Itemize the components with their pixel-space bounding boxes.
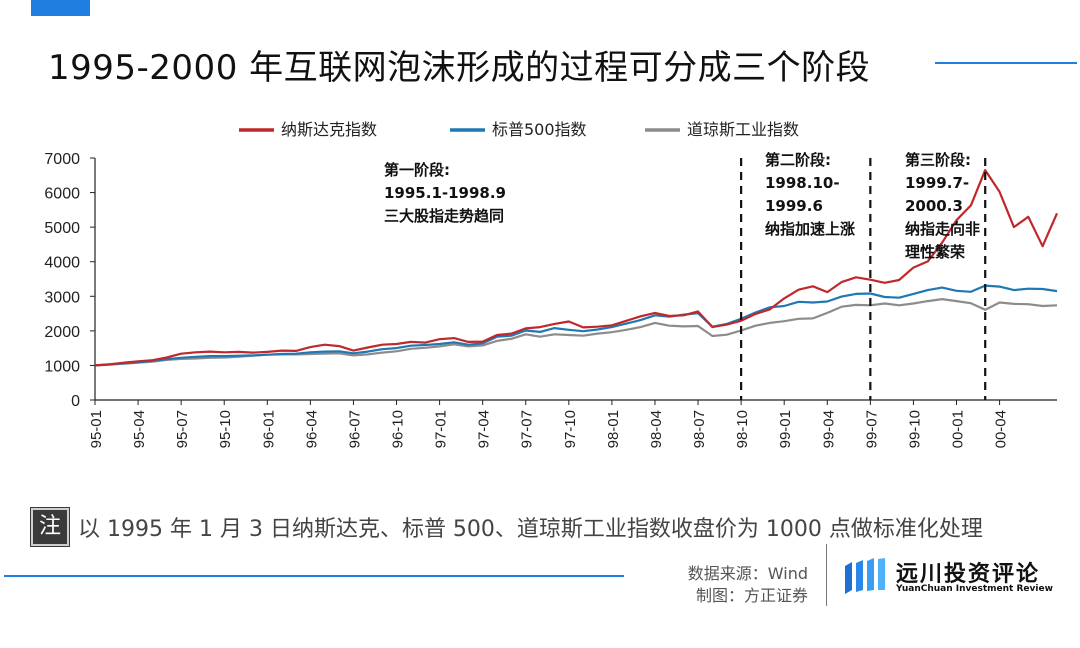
x-tick-label: 00-01: [949, 410, 966, 448]
x-tick-label: 95-07: [174, 410, 191, 448]
phase-annotation: 第一阶段: 1995.1-1998.9 三大股指走势趋同: [384, 161, 506, 225]
x-tick-label: 99-07: [863, 410, 880, 448]
y-tick-label: 7000: [44, 151, 80, 168]
vertical-divider: [826, 544, 827, 606]
x-tick-label: 00-04: [993, 410, 1010, 448]
x-tick-label: 97-04: [476, 410, 493, 448]
y-tick-label: 3000: [44, 289, 80, 306]
x-tick-label: 97-10: [562, 410, 579, 448]
annotation-line: 第一阶段:: [384, 161, 450, 179]
x-tick-label: 99-10: [906, 410, 923, 448]
phase-annotation: 第二阶段: 1998.10- 1999.6 纳指加速上涨: [765, 151, 855, 238]
x-tick-label: 97-07: [519, 410, 536, 448]
y-tick-label: 4000: [44, 255, 80, 272]
annotation-line: 第三阶段:: [905, 151, 971, 169]
x-tick-label: 96-01: [260, 410, 277, 448]
annotation-line: 1999.6: [765, 197, 823, 215]
line-chart: 0 1000 2000 3000 4000 5000 6000 7000 95-01 95-04 9…: [44, 120, 1059, 448]
y-tick-label: 5000: [44, 220, 80, 237]
annotation-line: 纳指走向非: [905, 220, 980, 238]
legend-label: 纳斯达克指数: [281, 120, 377, 139]
y-tick-label: 0: [71, 393, 80, 410]
annotation-line: 1998.10-: [765, 174, 840, 192]
x-tick-label: 96-07: [346, 410, 363, 448]
y-tick-label: 2000: [44, 324, 80, 341]
page-title: 1995-2000 年互联网泡沫形成的过程可分成三个阶段: [48, 48, 871, 88]
annotation-line: 1999.7-: [905, 174, 969, 192]
series-line-0: [94, 168, 1059, 367]
x-tick-label: 95-04: [131, 410, 148, 448]
annotation-line: 纳指加速上涨: [765, 220, 855, 238]
x-tick-label: 99-04: [820, 410, 837, 448]
series-line-1: [94, 284, 1058, 367]
legend-label: 标普500指数: [492, 120, 587, 139]
x-tick-label: 98-01: [605, 410, 622, 448]
legend-label: 道琼斯工业指数: [687, 120, 799, 139]
title-rule: [935, 62, 1077, 64]
y-tick-label: 1000: [44, 358, 80, 375]
x-tick-label: 97-01: [433, 410, 450, 448]
data-source: 数据来源：Wind: [687, 564, 808, 583]
annotation-line: 1995.1-1998.9: [384, 184, 506, 202]
x-tick-label: 95-10: [217, 410, 234, 448]
x-tick-label: 98-04: [648, 410, 665, 448]
annotation-line: 理性繁荣: [905, 243, 966, 261]
annotation-line: 三大股指走势趋同: [384, 207, 504, 225]
note-icon: 注: [31, 508, 69, 546]
x-tick-label: 98-10: [734, 410, 751, 448]
note-text: 以 1995 年 1 月 3 日纳斯达克、标普 500、道琼斯工业指数收盘价为 …: [78, 517, 983, 542]
x-tick-label: 96-04: [303, 410, 320, 448]
x-tick-label: 98-07: [691, 410, 708, 448]
logo-english-name: YuanChuan Investment Review: [896, 584, 1053, 594]
x-tick-label: 95-01: [88, 410, 105, 448]
source-block: 数据来源：Wind 制图：方正证券: [688, 563, 808, 607]
chart-credit: 制图：方正证券: [695, 586, 808, 605]
annotation-line: 第二阶段:: [765, 151, 831, 169]
x-tick-label: 96-10: [390, 410, 407, 448]
bottom-rule: [4, 575, 624, 577]
top-accent-bar: [31, 0, 90, 16]
x-tick-label: 99-01: [777, 410, 794, 448]
logo-name: 远川投资评论: [896, 562, 1041, 587]
y-tick-label: 6000: [44, 186, 80, 203]
yuanchuan-logo-icon: [845, 558, 885, 594]
annotation-line: 2000.3: [905, 197, 963, 215]
